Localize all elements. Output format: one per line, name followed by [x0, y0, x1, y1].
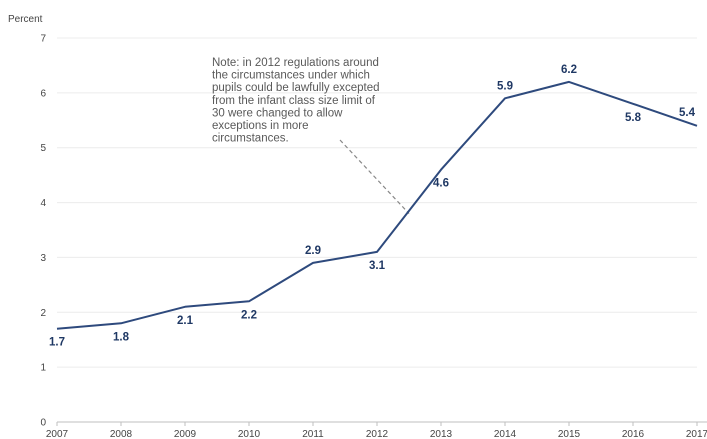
x-tick-labels: 2007 2008 2009 2010 2011 2012 2013 2014 2015 2016… — [46, 429, 707, 439]
x-tick-label: 2009 — [174, 429, 197, 439]
data-label: 4.6 — [433, 178, 449, 190]
annotation-line: pupils could be lawfully excepted — [212, 82, 380, 94]
axes — [56, 421, 707, 426]
x-tick-label: 2007 — [46, 429, 69, 439]
x-tick-label: 2012 — [366, 429, 389, 439]
data-label: 2.2 — [241, 309, 257, 321]
y-tick-labels: 0 1 2 3 4 5 6 7 — [40, 34, 46, 429]
data-label: 3.1 — [369, 260, 386, 272]
y-tick-label: 0 — [40, 418, 46, 429]
x-tick-label: 2008 — [110, 429, 133, 439]
data-label: 1.8 — [113, 331, 130, 343]
annotation-note: Note: in 2012 regulations around the circ… — [212, 57, 380, 145]
annotation-leader-line — [339, 139, 410, 214]
y-axis-unit-label: Percent — [8, 14, 43, 25]
series-line — [56, 80, 698, 330]
x-tick-label: 2013 — [430, 429, 453, 439]
x-tick-label: 2010 — [238, 429, 261, 439]
y-tick-label: 5 — [40, 143, 46, 154]
x-tick-label: 2017 — [686, 429, 707, 439]
data-label: 5.9 — [497, 80, 513, 92]
y-tick-label: 6 — [40, 88, 46, 99]
data-label: 6.2 — [561, 64, 577, 76]
data-label: 5.4 — [679, 107, 696, 119]
data-label: 2.1 — [177, 315, 194, 327]
series-layer — [56, 80, 698, 330]
y-tick-label: 3 — [40, 253, 46, 264]
x-tick-label: 2016 — [622, 429, 645, 439]
x-tick-label: 2011 — [302, 429, 324, 439]
annotation-line: the circumstances under which — [212, 70, 370, 82]
data-label: 2.9 — [305, 245, 321, 257]
annotation-line: Note: in 2012 regulations around — [212, 57, 379, 69]
x-tick-label: 2014 — [494, 429, 517, 439]
y-tick-label: 2 — [40, 308, 46, 319]
annotation: Note: in 2012 regulations around the circ… — [212, 57, 410, 214]
annotation-line: circumstances. — [212, 133, 289, 145]
annotation-line: from the infant class size limit of — [212, 95, 376, 107]
annotation-line: exceptions in more — [212, 120, 309, 132]
x-tick-label: 2015 — [558, 429, 581, 439]
y-tick-label: 7 — [40, 34, 46, 45]
data-label: 1.7 — [49, 337, 65, 349]
data-labels: 1.7 1.8 2.1 2.2 2.9 3.1 4.6 5.9 6.2 5.8 5.4 — [49, 64, 696, 349]
y-tick-label: 4 — [40, 198, 46, 209]
data-label: 5.8 — [625, 112, 642, 124]
annotation-line: 30 were changed to allow — [212, 107, 343, 119]
y-tick-label: 1 — [40, 363, 46, 374]
